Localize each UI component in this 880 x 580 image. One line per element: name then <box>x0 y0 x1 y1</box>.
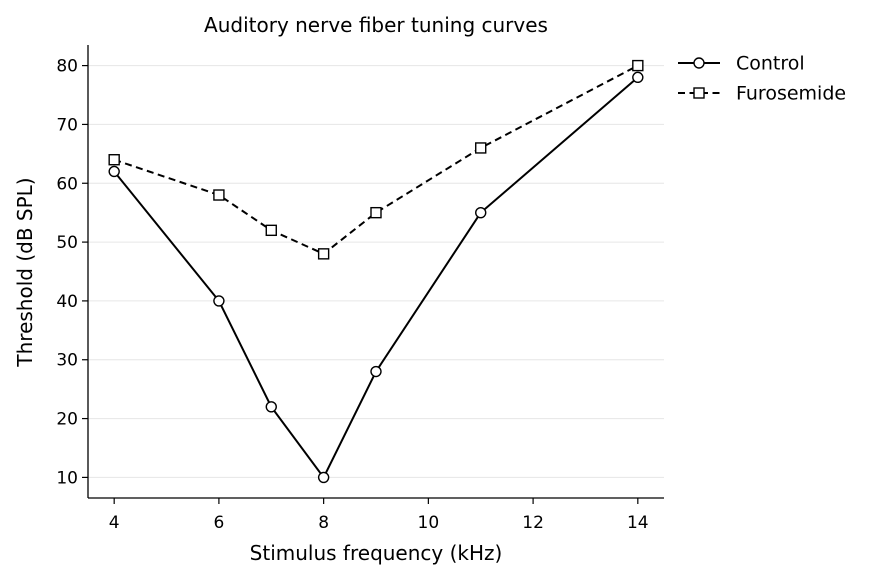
axes <box>87 45 664 499</box>
data-point <box>632 59 644 72</box>
series-control <box>108 71 644 484</box>
x-tick-label: 6 <box>213 513 224 533</box>
data-point <box>213 189 225 201</box>
y-tick-label: 50 <box>56 233 78 253</box>
data-point <box>632 71 644 84</box>
data-point <box>213 295 225 307</box>
data-point <box>370 365 382 378</box>
chart-title: Auditory nerve fiber tuning curves <box>204 13 548 37</box>
data-series <box>108 59 644 484</box>
x-axis-ticks: 4 6 8 10 12 14 <box>109 498 649 533</box>
y-tick-label: 80 <box>56 57 78 77</box>
series-furosemide <box>108 59 644 260</box>
legend-marker <box>693 57 705 69</box>
data-point <box>475 206 487 219</box>
series-line <box>113 64 639 256</box>
data-point <box>108 154 120 166</box>
data-point <box>475 142 487 154</box>
legend-marker <box>693 87 705 99</box>
y-tick-label: 40 <box>56 292 78 312</box>
y-tick-label: 70 <box>56 115 78 135</box>
y-tick-label: 30 <box>56 351 78 371</box>
data-point <box>317 471 330 484</box>
x-tick-label: 14 <box>627 513 649 533</box>
y-axis-label: Threshold (dB SPL) <box>13 177 37 367</box>
gridlines <box>88 65 664 478</box>
x-tick-label: 8 <box>318 513 329 533</box>
series-line <box>113 76 639 480</box>
legend: Control Furosemide <box>678 53 846 105</box>
y-tick-label: 10 <box>56 468 78 488</box>
x-tick-label: 4 <box>109 513 120 533</box>
legend-label: Furosemide <box>736 83 846 105</box>
x-tick-label: 12 <box>522 513 544 533</box>
y-axis-ticks: 10 20 30 40 50 60 70 80 <box>56 57 88 488</box>
data-point <box>370 206 382 219</box>
x-axis-label: Stimulus frequency (kHz) <box>250 541 503 565</box>
legend-item: Control <box>678 53 805 75</box>
data-point <box>317 248 330 260</box>
x-tick-label: 10 <box>418 513 440 533</box>
legend-label: Control <box>736 53 805 75</box>
data-point <box>265 224 277 237</box>
y-tick-label: 20 <box>56 410 78 430</box>
y-tick-label: 60 <box>56 174 78 194</box>
data-point <box>265 401 277 413</box>
legend-item: Furosemide <box>678 83 846 105</box>
data-point <box>108 165 120 178</box>
